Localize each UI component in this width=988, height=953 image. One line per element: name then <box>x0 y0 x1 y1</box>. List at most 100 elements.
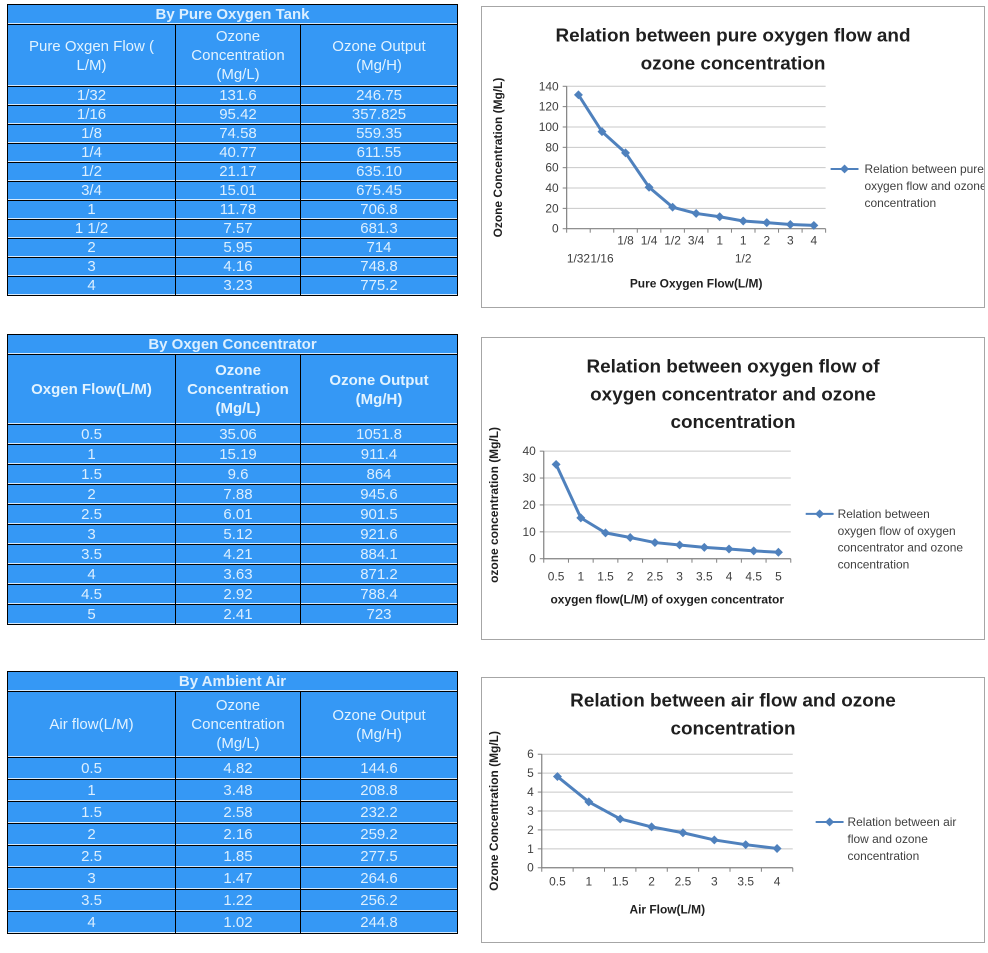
svg-text:1/2: 1/2 <box>664 234 681 248</box>
table-cell: 2.5 <box>7 504 176 525</box>
table-cell: 1.47 <box>175 867 301 890</box>
oxygen-concentrator-flow-chart-frame: Relation between oxygen flow of oxygen co… <box>481 337 985 640</box>
svg-text:1/16: 1/16 <box>590 252 614 266</box>
svg-text:2: 2 <box>527 823 534 837</box>
table-cell: 1051.8 <box>300 424 458 445</box>
table-cell: 559.35 <box>299 124 459 144</box>
svg-text:2.5: 2.5 <box>675 875 692 889</box>
table-cell: 864 <box>300 464 458 485</box>
svg-text:3.5: 3.5 <box>696 570 713 584</box>
table-cell: 945.6 <box>300 484 458 505</box>
table-cell: 1.22 <box>175 889 301 912</box>
table-row: 4 1.02 244.8 <box>7 911 459 934</box>
svg-text:oxygen flow of oxygen: oxygen flow of oxygen <box>838 524 956 538</box>
svg-text:Air Flow(L/M): Air Flow(L/M) <box>629 903 705 917</box>
table-cell: 277.5 <box>299 845 459 868</box>
air-flow-chart: Relation between air flow and ozone conce… <box>487 690 956 917</box>
table-cell: 6.01 <box>175 504 301 525</box>
svg-text:1.5: 1.5 <box>612 875 629 889</box>
svg-text:0.5: 0.5 <box>549 875 566 889</box>
table-cell: 3 <box>7 867 176 890</box>
table-cell: 2 <box>7 238 176 258</box>
table-cell: 3.5 <box>7 544 176 565</box>
table-row: 3 5.12 921.6 <box>7 524 458 545</box>
svg-text:3: 3 <box>787 234 794 248</box>
svg-text:60: 60 <box>545 161 559 175</box>
column-header-flow: Air flow(L/M) <box>7 691 176 758</box>
table-row: 0.5 35.06 1051.8 <box>7 424 458 445</box>
table-cell: 4 <box>7 911 176 934</box>
table-title: By Pure Oxygen Tank <box>6 4 459 25</box>
svg-text:4: 4 <box>726 570 733 584</box>
table-cell: 1 <box>7 444 176 465</box>
table-cell: 1/4 <box>7 143 176 163</box>
svg-text:2: 2 <box>648 875 655 889</box>
svg-text:flow and ozone: flow and ozone <box>848 832 929 846</box>
table-cell: 246.75 <box>299 86 459 106</box>
svg-text:1: 1 <box>740 234 747 248</box>
table-cell: 1.85 <box>175 845 301 868</box>
table-cell: 21.17 <box>175 162 301 182</box>
svg-text:1: 1 <box>716 234 723 248</box>
svg-text:1/2: 1/2 <box>735 252 752 266</box>
table-row: 2.5 6.01 901.5 <box>7 504 458 525</box>
table-cell: 2.16 <box>175 823 301 846</box>
table-row: 1/8 74.58 559.35 <box>7 124 459 144</box>
ambient-air-table: By Ambient Air Air flow(L/M) Ozone Conce… <box>6 671 459 934</box>
table-cell: 1.5 <box>7 801 176 824</box>
table-cell: 15.01 <box>175 181 301 201</box>
pure-oxygen-flow-chart: Relation between pure oxygen flow and ozo… <box>491 25 984 290</box>
table-cell: 2 <box>7 823 176 846</box>
svg-text:1: 1 <box>577 570 584 584</box>
table-row: 4.5 2.92 788.4 <box>7 584 458 605</box>
table-cell: 4.16 <box>175 257 301 277</box>
table-cell: 4.21 <box>175 544 301 565</box>
table-row: 1 1/2 7.57 681.3 <box>7 219 459 239</box>
table-cell: 7.57 <box>175 219 301 239</box>
svg-text:100: 100 <box>539 120 559 134</box>
table-row: 2 5.95 714 <box>7 238 459 258</box>
table-cell: 635.10 <box>299 162 459 182</box>
oxygen-concentrator-flow-chart: Relation between oxygen flow of oxygen co… <box>487 356 963 606</box>
table-cell: 5.12 <box>175 524 301 545</box>
svg-text:2: 2 <box>763 234 770 248</box>
svg-text:concentration: concentration <box>670 412 795 433</box>
svg-text:5: 5 <box>527 766 534 780</box>
svg-text:4: 4 <box>811 234 818 248</box>
table-cell: 1/8 <box>7 124 176 144</box>
table-row: 2.5 1.85 277.5 <box>7 845 459 868</box>
svg-text:Relation between air flow and: Relation between air flow and ozone <box>570 690 896 711</box>
table-cell: 15.19 <box>175 444 301 465</box>
oxygen-concentrator-table: By Oxgen Concentrator Oxgen Flow(L/M) Oz… <box>7 334 458 625</box>
svg-text:1.5: 1.5 <box>597 570 614 584</box>
svg-text:0.5: 0.5 <box>548 570 565 584</box>
table-cell: 35.06 <box>175 424 301 445</box>
table-row: 1.5 9.6 864 <box>7 464 458 485</box>
svg-text:oxygen flow and ozone: oxygen flow and ozone <box>864 179 984 193</box>
svg-text:Relation between pure: Relation between pure <box>864 162 984 176</box>
table-row: 4 3.23 775.2 <box>7 276 459 296</box>
table-cell: 264.6 <box>299 867 459 890</box>
table-cell: 4.82 <box>175 757 301 780</box>
table-cell: 9.6 <box>175 464 301 485</box>
table-cell: 357.825 <box>299 105 459 125</box>
svg-text:0: 0 <box>527 861 534 875</box>
svg-text:Relation between: Relation between <box>838 507 930 521</box>
air-flow-chart-frame: Relation between air flow and ozone conce… <box>481 677 985 943</box>
table-row: 3 1.47 264.6 <box>7 867 459 890</box>
pure-oxygen-tank-table: By Pure Oxygen Tank Pure Oxgen Flow ( L/… <box>6 4 459 296</box>
table-cell: 714 <box>299 238 459 258</box>
svg-text:3/4: 3/4 <box>688 234 705 248</box>
table-cell: 256.2 <box>299 889 459 912</box>
table-cell: 788.4 <box>300 584 458 605</box>
column-header-output: Ozone Output (Mg/H) <box>299 24 459 87</box>
svg-text:concentration: concentration <box>848 849 920 863</box>
svg-text:20: 20 <box>523 498 537 512</box>
svg-text:120: 120 <box>539 100 559 114</box>
svg-text:Pure Oxygen Flow(L/M): Pure Oxygen Flow(L/M) <box>630 276 763 290</box>
svg-text:Relation between oxygen flow o: Relation between oxygen flow of <box>586 356 880 377</box>
svg-text:20: 20 <box>545 201 559 215</box>
table-cell: 259.2 <box>299 823 459 846</box>
table-cell: 1/16 <box>7 105 176 125</box>
